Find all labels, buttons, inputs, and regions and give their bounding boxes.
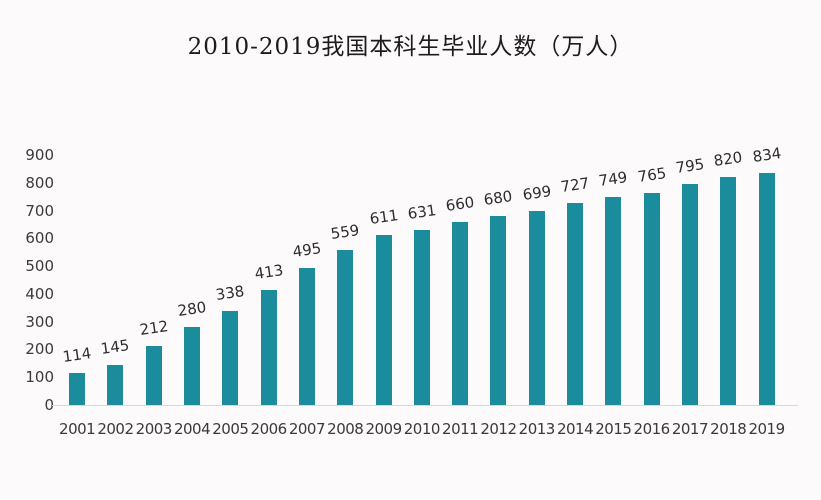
x-tick-label: 2002: [97, 420, 134, 438]
x-tick-label: 2005: [212, 420, 249, 438]
bar: [413, 229, 430, 405]
bar: [375, 235, 392, 405]
bar: [758, 173, 775, 405]
bar-value-label: 559: [329, 220, 361, 243]
chart-title: 2010-2019我国本科生毕业人数（万人）: [187, 34, 634, 60]
bar: [567, 203, 584, 405]
x-tick-label: 2003: [135, 420, 173, 438]
y-tick-label: 500: [25, 257, 54, 276]
y-tick-label: 800: [25, 173, 54, 192]
y-tick-label: 900: [25, 146, 54, 164]
y-tick-label: 700: [25, 201, 54, 220]
x-tick-label: 2004: [173, 420, 211, 438]
bar-value-label: 495: [291, 238, 323, 261]
bar: [337, 249, 354, 405]
bar: [681, 184, 698, 405]
bar: [260, 290, 277, 405]
bar: [720, 177, 737, 405]
x-tick-label: 2018: [710, 420, 747, 438]
y-tick-label: 400: [25, 284, 54, 303]
bar-value-label: 413: [253, 261, 285, 284]
bar: [605, 196, 622, 405]
bar: [452, 221, 469, 405]
x-tick-label: 2011: [442, 420, 479, 438]
bar-value-label: 145: [99, 335, 131, 358]
bar: [528, 210, 545, 405]
bar: [69, 373, 86, 405]
bar: [298, 267, 315, 405]
bar: [490, 216, 507, 405]
bar: [222, 311, 239, 405]
bar: [643, 192, 660, 405]
bar: [145, 346, 162, 405]
x-tick-label: 2017: [671, 420, 709, 438]
x-tick-label: 2013: [518, 420, 556, 438]
bar: [184, 327, 201, 405]
bar: [107, 364, 124, 405]
bar-value-label: 834: [751, 144, 782, 167]
x-tick-label: 2008: [327, 420, 364, 438]
y-tick-label: 600: [25, 229, 54, 248]
x-axis-line: [52, 405, 798, 406]
x-tick-label: 2014: [556, 420, 594, 438]
x-tick-label: 2010: [403, 420, 441, 438]
y-tick-label: 0: [44, 396, 54, 414]
x-tick-label: 2006: [250, 420, 288, 438]
bar-value-label: 338: [214, 282, 246, 305]
x-tick-label: 2007: [288, 420, 326, 438]
x-tick-label: 2001: [59, 420, 96, 438]
x-tick-label: 2015: [595, 420, 632, 438]
bar-value-label: 212: [138, 317, 170, 340]
y-tick-label: 200: [25, 340, 54, 359]
y-tick-label: 100: [25, 368, 54, 387]
x-tick-label: 2009: [365, 420, 402, 438]
x-tick-label: 2012: [480, 420, 517, 438]
x-tick-label: 2016: [633, 420, 671, 438]
y-tick-label: 300: [25, 312, 54, 331]
x-tick-label: 2019: [748, 420, 785, 438]
